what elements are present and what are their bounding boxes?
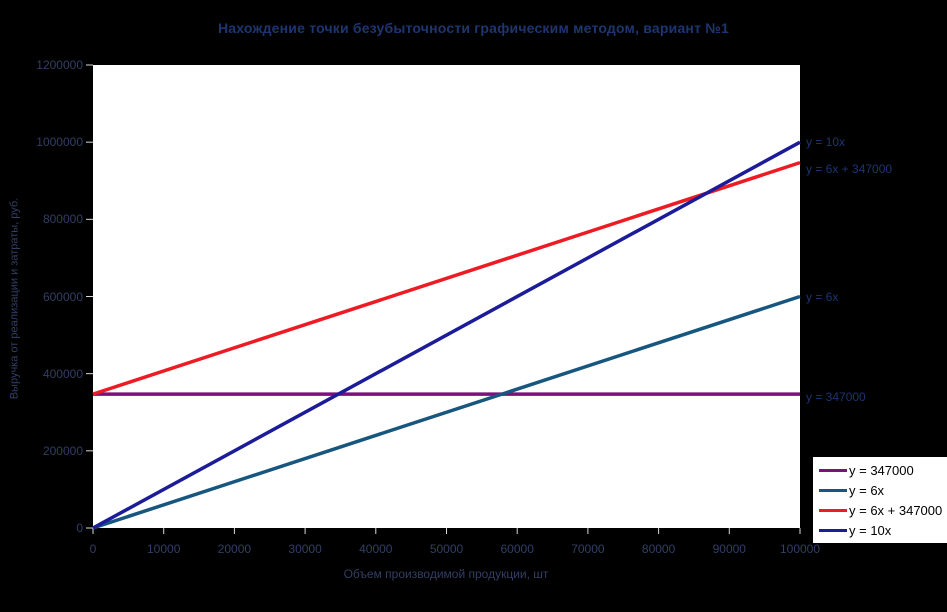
legend-line-swatch bbox=[819, 508, 847, 512]
series-line-y=6x+347000 bbox=[92, 160, 801, 396]
y-tick-label: 800000 bbox=[42, 212, 83, 227]
legend-line-swatch bbox=[819, 468, 847, 472]
y-axis-title: Выручка от реализации и затраты, руб. bbox=[8, 197, 21, 400]
y-tick-label: 1200000 bbox=[36, 58, 83, 72]
x-tick-label: 50000 bbox=[429, 542, 464, 556]
legend-item: y = 6x bbox=[819, 483, 947, 498]
line-annotation: y = 10x bbox=[806, 135, 846, 150]
x-tick-label: 0 bbox=[89, 542, 97, 556]
x-tick-label: 60000 bbox=[500, 542, 534, 556]
x-axis-title: Объем производимой продукции, шт bbox=[343, 567, 549, 581]
chart-title: Нахождение точки безубыточности графичес… bbox=[217, 20, 730, 36]
legend-label: y = 6x + 347000 bbox=[849, 502, 943, 518]
legend-item: y = 347000 bbox=[819, 463, 947, 478]
x-tick-label: 40000 bbox=[359, 542, 393, 556]
line-annotation: y = 6x + 347000 bbox=[806, 162, 893, 177]
y-tick-label: 600000 bbox=[42, 289, 83, 304]
x-tick-label: 30000 bbox=[288, 542, 322, 556]
y-tick-label: 400000 bbox=[42, 366, 83, 381]
x-tick-label: 20000 bbox=[217, 542, 252, 556]
y-tick-label: 1000000 bbox=[36, 135, 83, 150]
series-line-y=6x bbox=[92, 294, 801, 530]
y-tick-label: 200000 bbox=[42, 443, 83, 458]
series-line-y=10x bbox=[92, 140, 801, 530]
legend-item: y = 10x bbox=[819, 523, 947, 538]
x-tick-label: 10000 bbox=[147, 542, 181, 556]
legend-label: y = 6x bbox=[849, 482, 885, 498]
legend-label: y = 10x bbox=[849, 522, 892, 538]
x-tick-label: 100000 bbox=[779, 542, 821, 556]
line-annotation: y = 347000 bbox=[806, 389, 866, 404]
chart-legend: y = 347000 y = 6x y = 6x + 347000 y = 10x bbox=[812, 456, 947, 544]
x-tick-label: 70000 bbox=[571, 542, 605, 556]
legend-line-swatch bbox=[819, 488, 847, 492]
plot-area bbox=[93, 65, 800, 528]
y-tick-label: 0 bbox=[76, 521, 83, 535]
legend-line-swatch bbox=[819, 528, 847, 532]
line-annotation: y = 6x bbox=[806, 289, 839, 304]
legend-label: y = 347000 bbox=[849, 462, 914, 478]
legend-item: y = 6x + 347000 bbox=[819, 503, 947, 518]
x-tick-label: 80000 bbox=[641, 542, 676, 556]
x-tick-label: 90000 bbox=[712, 542, 746, 556]
